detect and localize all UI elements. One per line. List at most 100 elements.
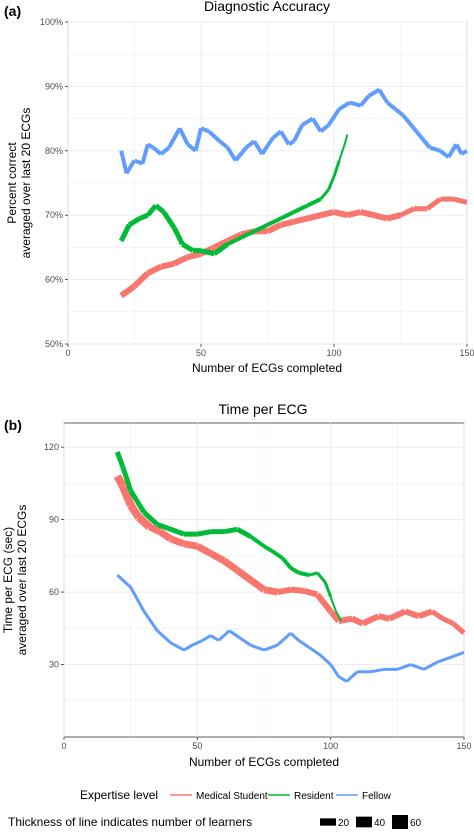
- panel-a-resident-segment: [253, 223, 269, 234]
- panel-b-resident-segment: [156, 522, 172, 532]
- panel-b-medical-student-segment: [113, 474, 127, 488]
- panel-a-fellow-segment: [377, 88, 389, 104]
- panel-a-medical-student-segment: [453, 196, 468, 205]
- panel-b-fellow-segment: [263, 643, 278, 652]
- panel-a-medical-student-segment: [399, 206, 415, 218]
- panel-b-resident-segment: [249, 534, 266, 548]
- panel-b-medical-student-segment: [361, 613, 380, 627]
- panel-b-ylabel-line-1: Time per ECG (sec): [1, 527, 15, 633]
- panel-b-resident-segment: [308, 571, 318, 577]
- panel-a-medical-student-segment: [186, 250, 202, 260]
- panel-a-series-resident: [118, 134, 349, 257]
- panel-a-fellow-segment: [218, 139, 229, 150]
- panel-b-medical-student-segment: [388, 608, 407, 622]
- panel-a-fellow-segment: [301, 116, 314, 127]
- thickness-label: 20: [338, 818, 350, 829]
- panel-b-ylabel-line-2: averaged over last 20 ECGs: [15, 505, 29, 656]
- panel-a-fellow-segment: [252, 140, 264, 156]
- panel-b-resident-segment: [262, 544, 274, 553]
- panel-a-resident-segment: [343, 134, 349, 145]
- panel-b-xtick-label: 100: [323, 741, 338, 751]
- panel-b-xlabel: Number of ECGs completed: [189, 755, 339, 769]
- panel-a-fellow-segment: [146, 142, 155, 150]
- panel-a-fellow-segment: [327, 107, 341, 127]
- panel-b-ytick-label: 120: [44, 442, 59, 452]
- panel-b-ytick-label: 30: [49, 660, 59, 670]
- panel-b-fellow-segment: [436, 655, 452, 664]
- panel-b-medical-student-segment: [417, 608, 434, 620]
- panel-a-ytick-label: 60%: [45, 275, 63, 285]
- panel-b-series-fellow: [116, 574, 465, 683]
- panel-b-medical-student-segment: [169, 535, 186, 548]
- panel-a-medical-student-segment: [132, 271, 150, 289]
- panel-b-resident-segment: [329, 596, 337, 612]
- panel-a-medical-student-segment: [319, 209, 335, 219]
- panel-a-gridlines: [67, 21, 468, 345]
- panel-a-resident-segment: [266, 216, 282, 227]
- panel-a-fellow-segment: [207, 129, 221, 143]
- panel-a-fellow-segment: [279, 130, 291, 146]
- panel-a-resident-segment: [226, 235, 242, 246]
- panel-b-medical-student-segment: [350, 615, 364, 627]
- panel-a-fellow-segment: [159, 146, 171, 156]
- panel-a-fellow-segment: [292, 124, 304, 143]
- panel-a-fellow-segment: [124, 159, 137, 175]
- panel-a-resident-segment: [212, 242, 230, 256]
- panel-b-fellow-segment: [156, 629, 172, 644]
- panel-a-resident-segment: [240, 229, 256, 240]
- panel-b-medical-student-segment: [290, 586, 305, 594]
- panel-a-ylabel-line-1: Percent correct: [5, 142, 19, 224]
- panel-b-medical-student-segment: [441, 616, 455, 626]
- panel-b-medical-student-segment: [404, 608, 420, 620]
- thickness-label: 60: [410, 818, 422, 829]
- panel-a-fellow-segment: [420, 136, 432, 149]
- panel-b-medical-student-segment: [135, 514, 153, 530]
- panel-a-fellow-segment: [287, 139, 296, 147]
- panel-a-medical-student-segment: [119, 283, 137, 299]
- panel-b-fellow-segment: [276, 632, 292, 647]
- panel-b-medical-student-segment: [183, 540, 198, 550]
- panel-a-ytick-label: 80%: [45, 146, 63, 156]
- panel-a-resident-segment: [332, 159, 341, 178]
- panel-a-fellow-segment: [367, 87, 381, 98]
- legend-label: Fellow: [362, 791, 392, 802]
- panel-a-medical-student-segment: [266, 222, 283, 235]
- panel-a-ticks: 0 50 100 150 50% 60% 70% 80% 90% 100%: [40, 17, 474, 358]
- panel-a-medical-student-segment: [306, 212, 322, 222]
- panel-a-medical-student-segment: [386, 212, 402, 222]
- thickness-swatch: [356, 816, 372, 828]
- panel-a-xtick-label: 100: [326, 348, 341, 358]
- panel-a-resident-segment: [172, 226, 185, 246]
- panel-a-fellow-segment: [359, 94, 371, 107]
- panel-b-resident-segment: [128, 489, 147, 514]
- panel-b-medical-student-segment: [208, 550, 226, 564]
- panel-b-fellow-segment: [217, 629, 231, 642]
- panel-b-fellow-segment: [191, 639, 204, 647]
- panel-a-resident-segment: [279, 210, 295, 221]
- panel-a-fellow-segment: [338, 100, 351, 111]
- panel-a-fellow-segment: [234, 146, 248, 162]
- panel-b-series: [113, 451, 466, 683]
- legend-item-fellow: Fellow: [336, 791, 392, 802]
- thickness-swatch: [392, 815, 408, 829]
- panel-a-fellow-segment: [260, 136, 275, 156]
- panel-a-fellow-segment: [429, 145, 441, 153]
- panel-a-resident-segment: [127, 216, 142, 227]
- panel-a-fellow-segment: [393, 107, 405, 117]
- panel-a-fellow-segment: [151, 146, 163, 156]
- panel-b-medical-student-segment: [127, 502, 143, 520]
- panel-a-medical-student-segment: [226, 231, 243, 244]
- panel-b-fellow-segment: [450, 651, 465, 659]
- panel-a-resident-segment: [138, 212, 149, 221]
- panel-b-medical-student-segment: [263, 586, 278, 596]
- panel-a-fellow-segment: [385, 100, 397, 111]
- panel-a-ytick-label: 100%: [40, 17, 63, 27]
- thickness-label: 40: [374, 818, 386, 829]
- panel-b-fellow-segment: [250, 643, 265, 652]
- panel-b-fellow-segment: [201, 634, 212, 642]
- panel-a-ytick-label: 90%: [45, 81, 63, 91]
- panel-b-resident-segment: [316, 571, 327, 584]
- panel-b-medical-student-segment: [378, 613, 390, 622]
- panel-b-fellow-segment: [410, 663, 425, 671]
- panel-b-ytick-label: 60: [49, 587, 59, 597]
